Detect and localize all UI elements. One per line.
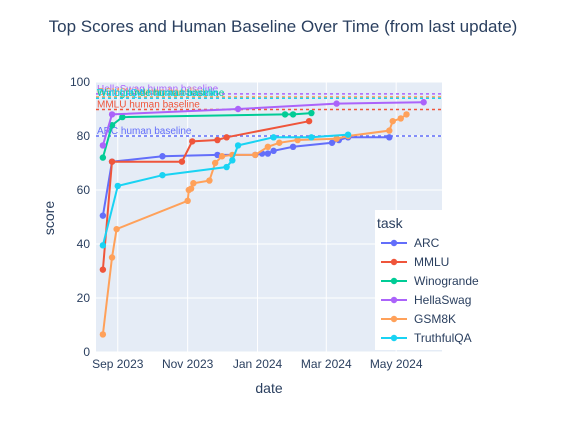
data-point: [229, 157, 236, 164]
data-point: [108, 254, 116, 261]
data-point: [178, 158, 186, 165]
data-point: [234, 105, 242, 113]
legend-item-label: TruthfulQA: [414, 331, 472, 345]
data-point: [99, 142, 107, 149]
data-point: [234, 142, 242, 149]
legend-swatch-marker: [390, 277, 398, 285]
data-point: [386, 134, 393, 141]
data-point: [159, 153, 166, 160]
data-point: [305, 117, 313, 125]
data-point: [206, 177, 213, 184]
data-point: [270, 134, 277, 141]
data-point: [108, 111, 116, 118]
legend-item-label: GSM8K: [414, 312, 456, 326]
legend-item-label: Winogrande: [414, 274, 479, 288]
data-point: [403, 111, 410, 118]
data-point: [114, 182, 121, 190]
data-point: [397, 115, 404, 122]
y-tick-label: 100: [70, 75, 90, 89]
chart-title: Top Scores and Human Baseline Over Time …: [49, 17, 518, 36]
data-point: [264, 150, 272, 157]
human-baseline-label: TruthfulQA human baseline: [97, 88, 218, 99]
data-point: [420, 99, 427, 106]
data-point: [389, 117, 396, 125]
data-point: [189, 138, 196, 145]
x-axis-title: date: [255, 380, 282, 396]
data-point: [218, 153, 226, 160]
legend: task ARC MMLU Winogrande HellaSwag GSM8K Trut…: [375, 210, 479, 350]
x-tick-label: Sep 2023: [92, 357, 144, 371]
y-tick-label: 0: [83, 345, 90, 359]
x-tick-label: Jan 2024: [233, 357, 283, 371]
data-point: [276, 139, 283, 146]
y-tick-label: 20: [77, 291, 91, 305]
y-tick-label: 60: [77, 183, 91, 197]
data-point: [308, 109, 315, 117]
data-point: [119, 113, 126, 121]
legend-title: task: [377, 215, 404, 231]
data-point: [281, 111, 289, 118]
data-point: [159, 171, 166, 179]
legend-swatch-marker: [390, 239, 398, 247]
data-point: [99, 154, 107, 161]
data-point: [252, 151, 259, 159]
legend-swatch-marker: [390, 258, 398, 266]
tick-layer: 0 20 40 60 80 100 Sep 2023 Nov 2023 Jan 2024 Mar …: [70, 75, 423, 371]
human-baseline-label: ARC human baseline: [97, 126, 192, 137]
human-baseline-label: HellaSwag human baseline: [97, 84, 219, 95]
data-point: [99, 331, 107, 338]
y-tick-label: 80: [77, 129, 91, 143]
data-point: [223, 163, 230, 171]
data-point: [333, 135, 340, 142]
legend-swatch-marker: [390, 334, 398, 342]
data-point: [190, 180, 197, 187]
data-point: [270, 147, 277, 155]
data-point: [386, 127, 393, 134]
data-point: [328, 139, 336, 146]
data-point: [333, 100, 340, 107]
legend-item-label: HellaSwag: [414, 293, 471, 307]
data-point: [264, 143, 272, 150]
data-point: [99, 212, 107, 219]
data-point: [108, 122, 116, 129]
y-axis-title: score: [41, 201, 57, 235]
data-point: [214, 136, 221, 144]
data-point: [289, 111, 297, 118]
data-point: [99, 266, 107, 273]
data-point: [113, 225, 120, 233]
data-point: [294, 136, 301, 144]
data-point: [223, 134, 230, 141]
human-baseline-label: MMLU human baseline: [97, 100, 200, 111]
x-tick-label: Mar 2024: [301, 357, 352, 371]
legend-swatch-marker: [390, 296, 398, 304]
human-baseline-label: GSM8K human baseline: [97, 87, 206, 98]
series-layer: [99, 99, 427, 338]
data-point: [108, 158, 116, 165]
data-point: [344, 131, 352, 138]
human-baseline-label: Winogrande human baseline: [97, 88, 225, 99]
x-tick-label: Nov 2023: [162, 357, 214, 371]
data-point: [211, 159, 219, 167]
data-point: [308, 134, 315, 141]
legend-item-label: MMLU: [414, 255, 449, 269]
legend-swatch-marker: [390, 315, 398, 323]
y-tick-label: 40: [77, 237, 91, 251]
data-point: [289, 143, 297, 150]
legend-item-label: ARC: [414, 236, 440, 250]
data-point: [99, 242, 107, 249]
x-tick-label: May 2024: [370, 357, 423, 371]
data-point: [184, 197, 191, 204]
data-point: [187, 185, 195, 192]
